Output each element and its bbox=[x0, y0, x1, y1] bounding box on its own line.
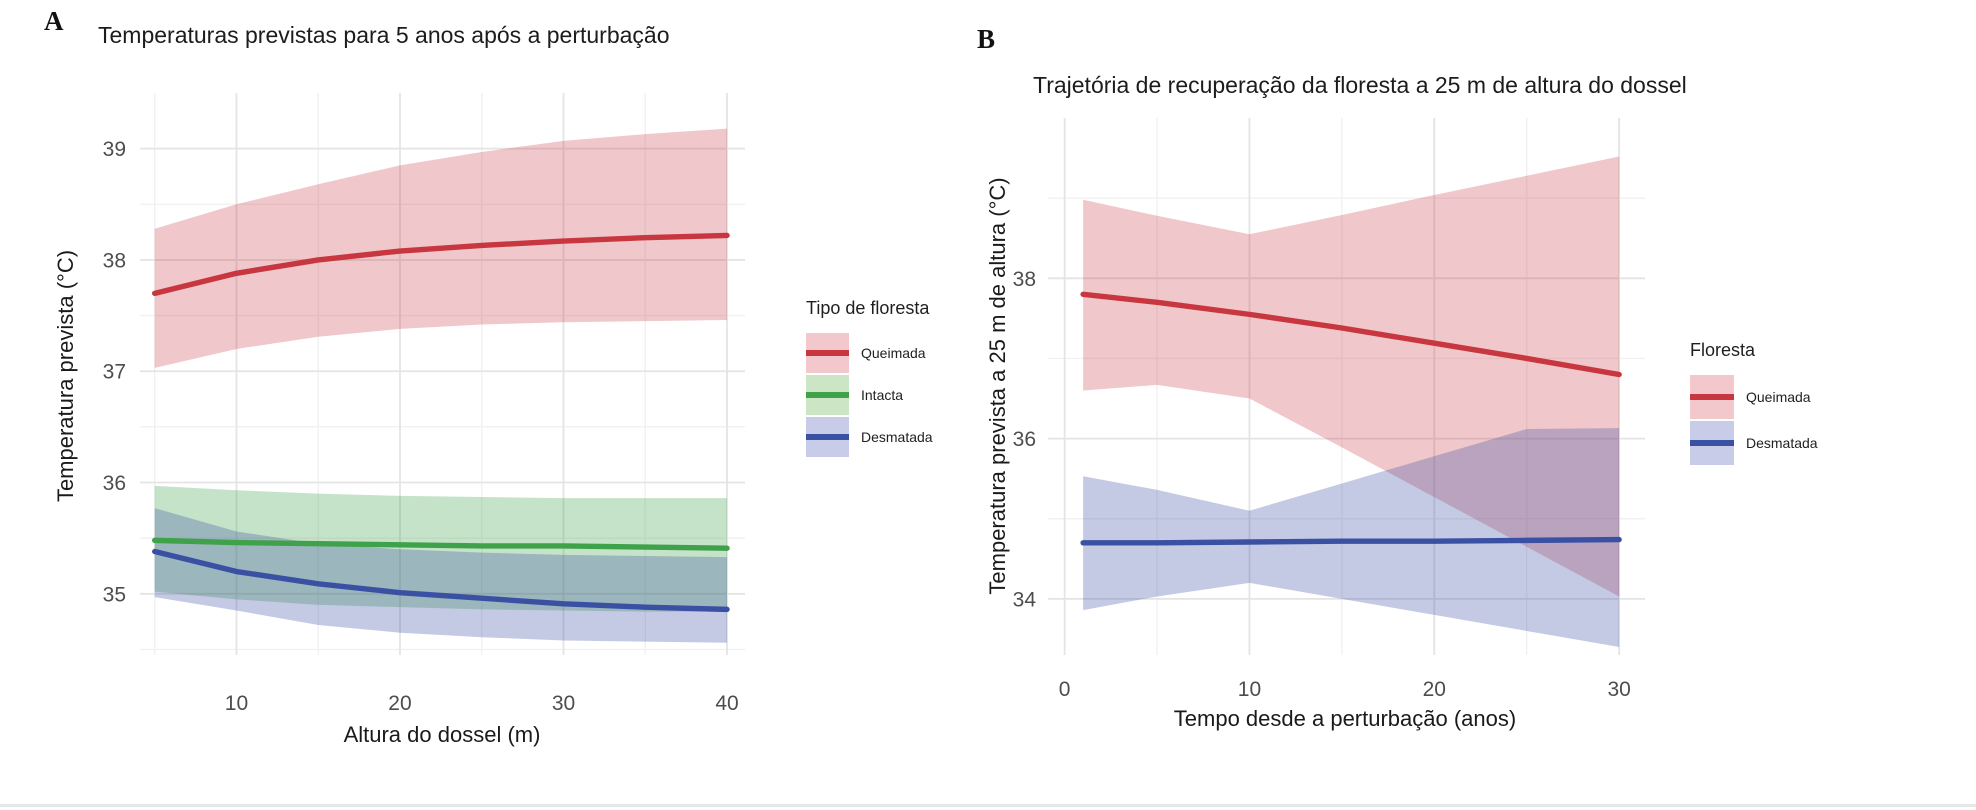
panel-b-title: Trajetória de recuperação da floresta a … bbox=[1033, 72, 1687, 98]
legend-item-desmatada: Desmatada bbox=[806, 417, 933, 457]
legend-item-label: Queimada bbox=[1746, 389, 1811, 405]
panel-a-letter: A bbox=[44, 6, 64, 36]
panel-b-plot: 34 36 38 0 10 20 30 bbox=[1013, 118, 1645, 701]
legend-item-label: Intacta bbox=[861, 387, 904, 403]
legend-item-queimada: Queimada bbox=[806, 333, 933, 373]
panel-b-x-axis-title: Tempo desde a perturbação (anos) bbox=[1173, 706, 1517, 731]
y-tick-label: 38 bbox=[1013, 268, 1036, 291]
ribbon-desmatada bbox=[1083, 428, 1620, 647]
legend-keyline bbox=[806, 434, 849, 440]
legend-item-label: Desmatada bbox=[1746, 435, 1818, 451]
y-tick-label: 36 bbox=[1013, 428, 1036, 451]
x-tick-label: 30 bbox=[552, 692, 575, 715]
x-tick-label: 20 bbox=[388, 692, 411, 715]
line-desmatada bbox=[1080, 536, 1622, 546]
y-tick-label: 34 bbox=[1013, 588, 1037, 611]
legend-swatch bbox=[806, 417, 849, 457]
panel-b-legend-title: Floresta bbox=[1690, 340, 1756, 360]
panel-a-legend-items: Queimada Intacta Desmatada bbox=[806, 333, 933, 457]
y-tick-label: 35 bbox=[103, 583, 126, 606]
panel-a-legend: Tipo de floresta Queimada Intacta Desmatad… bbox=[806, 298, 933, 459]
line-queimada bbox=[1080, 291, 1622, 378]
legend-swatch bbox=[806, 375, 849, 415]
legend-item-queimada: Queimada bbox=[1690, 375, 1818, 419]
panel-a-title: Temperaturas previstas para 5 anos após … bbox=[98, 22, 670, 48]
legend-item-label: Desmatada bbox=[861, 429, 933, 445]
panel-b-legend: Floresta Queimada Desmatada bbox=[1690, 340, 1818, 467]
legend-item-label: Queimada bbox=[861, 345, 926, 361]
y-tick-label: 36 bbox=[103, 472, 126, 495]
bottom-divider bbox=[0, 804, 1976, 807]
panel-a-plot: 35 36 37 38 39 10 20 30 40 bbox=[103, 93, 745, 715]
line-desmatada bbox=[152, 548, 730, 613]
legend-item-intacta: Intacta bbox=[806, 375, 933, 415]
line-intacta bbox=[152, 537, 730, 551]
panel-a-x-axis-title: Altura do dossel (m) bbox=[343, 722, 541, 747]
x-tick-label: 30 bbox=[1607, 678, 1630, 701]
y-tick-label: 39 bbox=[103, 138, 126, 161]
legend-keyline bbox=[1690, 394, 1734, 400]
legend-swatch bbox=[1690, 375, 1734, 419]
panel-a-y-axis-title: Temperatura prevista (°C) bbox=[53, 249, 78, 503]
legend-item-desmatada: Desmatada bbox=[1690, 421, 1818, 465]
y-tick-label: 38 bbox=[103, 249, 126, 272]
ribbon-queimada bbox=[1083, 156, 1620, 597]
x-tick-label: 0 bbox=[1059, 678, 1071, 701]
panel-b-letter: B bbox=[977, 24, 996, 54]
legend-keyline bbox=[806, 350, 849, 356]
legend-swatch bbox=[806, 333, 849, 373]
legend-swatch bbox=[1690, 421, 1734, 465]
panel-b-y-axis-title: Temperatura prevista a 25 m de altura (°… bbox=[985, 177, 1010, 595]
line-queimada bbox=[152, 232, 730, 297]
panel-b-legend-items: Queimada Desmatada bbox=[1690, 375, 1818, 465]
panel-a-legend-title: Tipo de floresta bbox=[806, 298, 930, 318]
legend-keyline bbox=[806, 392, 849, 398]
x-tick-label: 40 bbox=[715, 692, 738, 715]
x-tick-label: 10 bbox=[1238, 678, 1261, 701]
y-tick-label: 37 bbox=[103, 361, 126, 384]
legend-keyline bbox=[1690, 440, 1734, 446]
x-tick-label: 10 bbox=[225, 692, 248, 715]
x-tick-label: 20 bbox=[1423, 678, 1446, 701]
